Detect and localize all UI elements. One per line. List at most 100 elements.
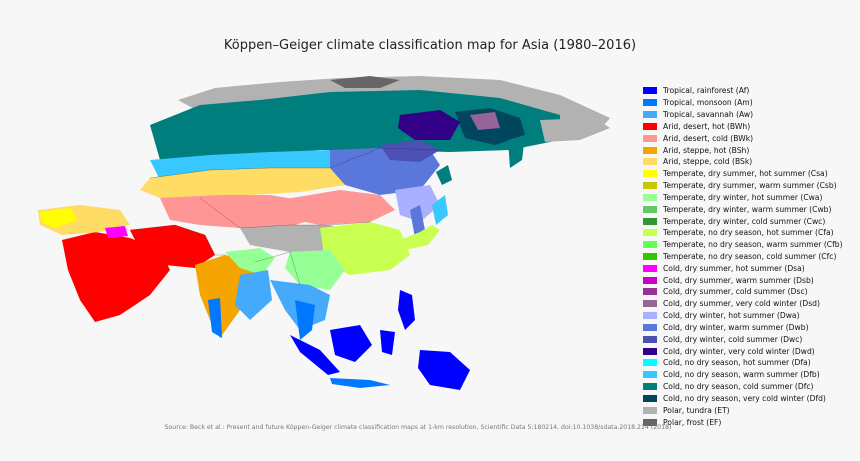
region-korea: [410, 205, 425, 238]
region-anatolia-csa: [40, 208, 78, 228]
legend-swatch: [643, 99, 657, 107]
legend-item: Cold, dry summer, hot summer (Dsa): [643, 262, 843, 274]
legend-item: Arid, steppe, cold (BSk): [643, 156, 843, 168]
legend-swatch: [643, 347, 657, 355]
legend-label: Cold, dry summer, warm summer (Dsb): [663, 275, 814, 285]
legend-swatch: [643, 371, 657, 379]
legend-swatch: [643, 383, 657, 391]
legend-swatch: [643, 193, 657, 201]
legend-label: Cold, dry summer, very cold winter (Dsd): [663, 299, 820, 309]
region-china-cwa: [285, 250, 345, 290]
legend-label: Cold, dry winter, cold summer (Dwc): [663, 334, 803, 344]
map-title: Köppen–Geiger climate classification map…: [223, 38, 637, 53]
legend-label: Temperate, dry summer, warm summer (Csb): [663, 181, 837, 191]
region-dsd: [470, 112, 500, 130]
legend-swatch: [643, 406, 657, 414]
region-sulawesi: [380, 330, 395, 355]
legend-label: Temperate, dry summer, hot summer (Csa): [663, 169, 828, 179]
legend-swatch: [643, 418, 657, 426]
legend-item: Temperate, no dry season, cold summer (C…: [643, 251, 843, 263]
legend-item: Polar, frost (EF): [643, 416, 843, 428]
legend-label: Cold, no dry season, hot summer (Dfa): [663, 358, 811, 368]
legend-item: Tropical, rainforest (Af): [643, 85, 843, 97]
legend-item: Arid, desert, hot (BWh): [643, 120, 843, 132]
region-kamchatka: [508, 135, 525, 168]
source-citation: Source: Beck et al.: Present and future …: [164, 424, 672, 431]
legend-swatch: [643, 111, 657, 119]
legend-item: Temperate, dry summer, warm summer (Csb): [643, 180, 843, 192]
legend-label: Tropical, monsoon (Am): [663, 98, 753, 108]
region-japan-dfb: [432, 195, 448, 225]
region-china-cfa: [320, 222, 410, 275]
legend-item: Arid, desert, cold (BWk): [643, 132, 843, 144]
legend-item: Temperate, dry winter, hot summer (Cwa): [643, 191, 843, 203]
legend-swatch: [643, 264, 657, 272]
legend-label: Polar, tundra (ET): [663, 405, 730, 415]
legend-item: Tropical, monsoon (Am): [643, 97, 843, 109]
legend-item: Temperate, dry summer, hot summer (Csa): [643, 168, 843, 180]
region-borneo: [330, 325, 372, 362]
legend-label: Temperate, dry winter, hot summer (Cwa): [663, 192, 823, 202]
legend-label: Cold, no dry season, very cold winter (D…: [663, 393, 826, 403]
legend-label: Cold, dry summer, hot summer (Dsa): [663, 263, 805, 273]
legend-label: Temperate, dry winter, warm summer (Cwb): [663, 204, 832, 214]
legend-label: Arid, desert, hot (BWh): [663, 121, 751, 131]
legend-item: Cold, no dry season, warm summer (Dfb): [643, 369, 843, 381]
region-dwd: [398, 110, 460, 140]
region-frost: [330, 76, 400, 88]
legend-label: Arid, steppe, hot (BSh): [663, 145, 750, 155]
legend-label: Cold, dry winter, hot summer (Dwa): [663, 311, 800, 321]
legend-item: Tropical, savannah (Aw): [643, 109, 843, 121]
legend-label: Temperate, dry winter, cold summer (Cwc): [663, 216, 826, 226]
legend-item: Cold, no dry season, cold summer (Dfc): [643, 381, 843, 393]
legend-swatch: [643, 253, 657, 260]
legend-label: Temperate, no dry season, hot summer (Cf…: [663, 228, 834, 238]
legend-label: Cold, no dry season, cold summer (Dfc): [663, 382, 814, 392]
region-bwk-gobi: [280, 190, 395, 225]
legend-swatch: [643, 170, 657, 178]
region-bwk-central: [160, 195, 310, 230]
legend-label: Temperate, no dry season, cold summer (C…: [663, 252, 837, 261]
region-arabia: [62, 232, 170, 322]
legend-item: Polar, tundra (ET): [643, 404, 843, 416]
legend-swatch: [643, 205, 657, 213]
legend-item: Cold, dry summer, very cold winter (Dsd): [643, 298, 843, 310]
legend-item: Arid, steppe, hot (BSh): [643, 144, 843, 156]
legend-swatch: [643, 229, 657, 237]
legend-label: Arid, desert, cold (BWk): [663, 133, 754, 143]
legend-swatch: [643, 241, 657, 249]
legend-swatch: [643, 182, 657, 190]
region-japan-cfa: [400, 225, 440, 250]
legend-item: Temperate, dry winter, cold summer (Cwc): [643, 215, 843, 227]
legend-swatch: [643, 158, 657, 166]
legend-item: Temperate, no dry season, warm summer (C…: [643, 239, 843, 251]
legend-item: Cold, dry winter, hot summer (Dwa): [643, 310, 843, 322]
region-hokkaido: [436, 165, 452, 185]
region-dwc: [380, 140, 440, 162]
legend-label: Cold, dry winter, warm summer (Dwb): [663, 322, 809, 332]
legend-item: Cold, no dry season, hot summer (Dfa): [643, 357, 843, 369]
region-java: [330, 378, 390, 388]
region-india-aw: [235, 270, 272, 320]
legend-label: Tropical, rainforest (Af): [663, 86, 750, 96]
region-iran-bwh: [130, 225, 215, 268]
region-sea-am: [295, 300, 315, 340]
legend-item: Cold, no dry season, very cold winter (D…: [643, 393, 843, 405]
legend-swatch: [643, 323, 657, 331]
legend-item: Cold, dry winter, very cold winter (Dwd): [643, 345, 843, 357]
legend-label: Cold, dry winter, very cold winter (Dwd): [663, 346, 815, 356]
legend-swatch: [643, 335, 657, 343]
legend-label: Polar, frost (EF): [663, 417, 722, 427]
region-bsk: [140, 168, 345, 198]
legend-swatch: [643, 87, 657, 95]
legend-swatch: [643, 300, 657, 308]
region-india-am: [208, 298, 222, 338]
region-philippines: [398, 290, 415, 330]
legend: Tropical, rainforest (Af) Tropical, mons…: [643, 85, 843, 428]
legend-item: Temperate, no dry season, hot summer (Cf…: [643, 227, 843, 239]
legend-swatch: [643, 394, 657, 402]
legend-swatch: [643, 288, 657, 296]
legend-label: Arid, steppe, cold (BSk): [663, 157, 753, 167]
legend-item: Cold, dry winter, cold summer (Dwc): [643, 333, 843, 345]
legend-swatch: [643, 122, 657, 130]
